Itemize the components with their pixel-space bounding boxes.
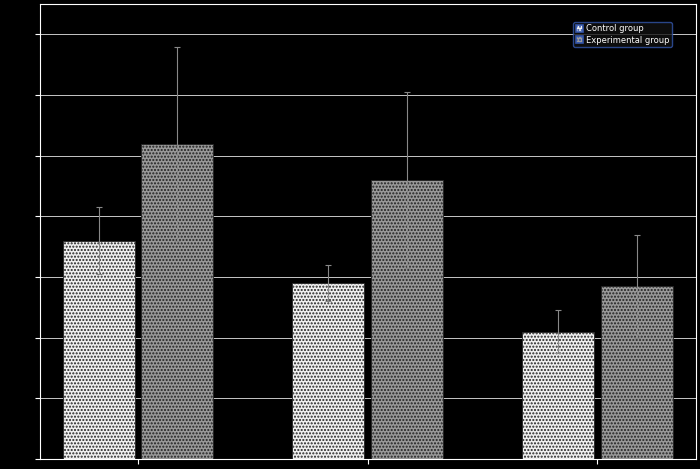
Y-axis label: Lesion size (mm): Lesion size (mm) <box>4 178 18 285</box>
Bar <box>141 144 214 459</box>
Bar <box>62 241 134 459</box>
Bar <box>292 283 365 459</box>
Legend: Control group, Experimental group: Control group, Experimental group <box>573 22 672 47</box>
Bar <box>601 286 673 459</box>
Bar <box>522 332 594 459</box>
Bar <box>371 180 443 459</box>
